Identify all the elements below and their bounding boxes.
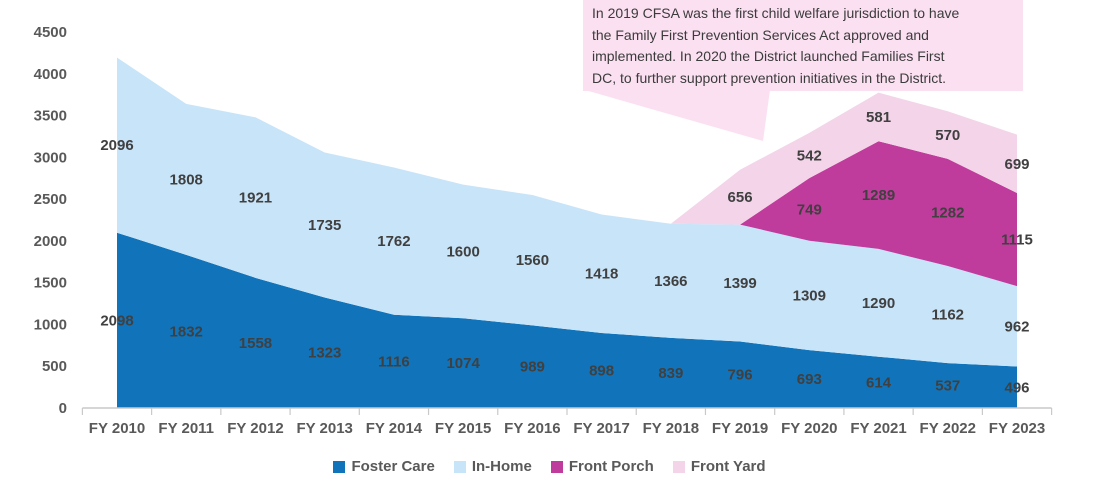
annotation-text-line: implemented. In 2020 the District launch… <box>592 48 945 65</box>
data-label: 1366 <box>654 273 687 290</box>
chart-legend: Foster Care In-Home Front Porch Front Yard <box>0 458 1099 475</box>
y-axis-label: 4500 <box>34 24 67 41</box>
data-label: 1418 <box>585 266 618 283</box>
data-label: 1115 <box>1001 232 1033 249</box>
data-label: 1921 <box>239 190 272 207</box>
data-label: 1116 <box>378 353 410 370</box>
legend-label: Front Yard <box>690 458 766 475</box>
data-label: 1323 <box>308 345 341 362</box>
area-in-home <box>117 57 1017 367</box>
x-axis-label: FY 2020 <box>781 420 837 437</box>
data-label: 2096 <box>100 137 133 154</box>
y-axis-label: 500 <box>42 358 67 375</box>
x-axis-label: FY 2023 <box>989 420 1045 437</box>
data-label: 1808 <box>170 171 203 188</box>
data-label: 989 <box>520 359 545 376</box>
y-axis-label: 2500 <box>34 191 67 208</box>
data-label: 614 <box>866 374 892 391</box>
y-axis-label: 1000 <box>34 316 67 333</box>
data-label: 1560 <box>516 252 549 269</box>
annotation-text-line: the Family First Prevention Services Act… <box>592 26 929 43</box>
data-label: 1762 <box>377 233 410 250</box>
data-label: 898 <box>589 362 614 379</box>
data-label: 656 <box>728 189 753 206</box>
x-axis-label: FY 2015 <box>435 420 491 437</box>
data-label: 1600 <box>446 243 479 260</box>
legend-swatch-in-home <box>453 460 466 473</box>
data-label: 496 <box>1004 379 1029 396</box>
y-axis-label: 4000 <box>34 66 67 83</box>
legend-swatch-front-yard <box>672 460 685 473</box>
data-label: 1399 <box>723 275 756 292</box>
x-axis-label: FY 2022 <box>920 420 976 437</box>
x-axis-label: FY 2021 <box>850 420 906 437</box>
x-axis-label: FY 2010 <box>89 420 145 437</box>
data-label: 570 <box>935 127 960 144</box>
data-label: 1309 <box>793 287 826 304</box>
data-label: 699 <box>1004 156 1029 173</box>
legend-swatch-front-porch <box>550 460 563 473</box>
x-axis-label: FY 2019 <box>712 420 768 437</box>
x-axis-label: FY 2017 <box>573 420 629 437</box>
x-axis-label: FY 2016 <box>504 420 560 437</box>
data-label: 796 <box>728 367 753 384</box>
legend-swatch-foster-care <box>333 460 346 473</box>
legend-item-foster-care: Foster Care <box>333 458 435 475</box>
data-label: 1074 <box>446 355 480 372</box>
legend-label: Foster Care <box>351 458 435 475</box>
legend-item-front-porch: Front Porch <box>550 458 654 475</box>
data-label: 2098 <box>100 312 133 329</box>
x-axis-label: FY 2013 <box>296 420 352 437</box>
y-axis-label: 3500 <box>34 108 67 125</box>
area-front-porch <box>117 57 1017 287</box>
legend-label: Front Porch <box>568 458 654 475</box>
stacked-area-chart: 0 500 1000 1500 2000 2500 3000 3500 4000 4500 FY 2… <box>34 24 1053 437</box>
data-label: 1735 <box>308 217 341 234</box>
data-label: 1558 <box>239 335 272 352</box>
data-label: 542 <box>797 147 822 164</box>
data-label: 581 <box>866 109 891 126</box>
data-label: 537 <box>935 378 960 395</box>
annotation-text-line: DC, to further support prevention initia… <box>592 70 947 87</box>
data-label: 1282 <box>931 204 964 221</box>
y-axis-label: 3000 <box>34 149 67 166</box>
y-axis-label: 0 <box>59 400 67 417</box>
data-label: 839 <box>658 365 683 382</box>
data-label: 1832 <box>170 323 203 340</box>
data-label: 749 <box>797 201 822 218</box>
annotation-callout-box: In 2019 CFSA was the first child welfare… <box>583 0 1023 91</box>
legend-item-in-home: In-Home <box>453 458 532 475</box>
data-label: 1290 <box>862 295 895 312</box>
x-axis-label: FY 2012 <box>227 420 283 437</box>
data-label: 1289 <box>862 187 895 204</box>
x-axis-label: FY 2011 <box>158 420 214 437</box>
data-label: 1162 <box>931 307 964 324</box>
annotation-pointer <box>585 90 770 141</box>
annotation-text-line: In 2019 CFSA was the first child welfare… <box>592 5 960 21</box>
legend-item-front-yard: Front Yard <box>672 458 766 475</box>
x-axis-label: FY 2018 <box>643 420 699 437</box>
y-axis-label: 1500 <box>34 275 67 292</box>
data-label: 693 <box>797 371 822 388</box>
data-label: 962 <box>1004 318 1029 335</box>
area-front-yard <box>117 57 1017 225</box>
x-axis-label: FY 2014 <box>366 420 423 437</box>
legend-label: In-Home <box>471 458 532 475</box>
area-foster-care <box>117 232 1017 408</box>
y-axis-label: 2000 <box>34 233 67 250</box>
